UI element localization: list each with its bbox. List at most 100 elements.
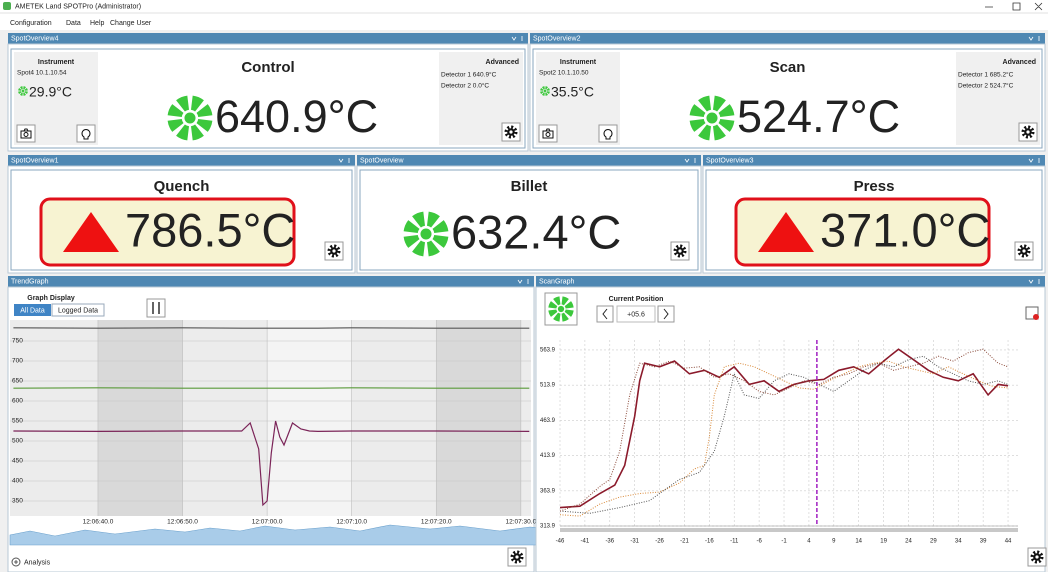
menu-item[interactable]: Help	[90, 20, 105, 27]
next-icon	[663, 308, 669, 320]
next-button[interactable]	[657, 305, 675, 323]
all-data-label: All Data	[20, 307, 45, 314]
x-tick-label: 12:06:50.0	[167, 519, 198, 526]
panel-pin	[517, 279, 529, 284]
x-tick-label: -41	[581, 539, 590, 545]
y-tick-label: 650	[12, 378, 23, 385]
light-button[interactable]	[76, 124, 96, 143]
gear-icon	[1030, 550, 1044, 564]
y-tick-label: 400	[12, 478, 23, 485]
y-tick-label: 750	[12, 338, 23, 345]
panel-pin	[1028, 279, 1040, 284]
gear-icon	[1017, 244, 1031, 258]
spot-temperature: 786.5°C	[125, 203, 295, 256]
instrument-label: Instrument	[560, 59, 597, 66]
x-tick-label: 44	[1005, 539, 1012, 545]
x-tick-label: -26	[655, 539, 664, 545]
bulb-icon	[603, 129, 613, 140]
plot-band	[267, 320, 352, 516]
x-tick-label: -31	[630, 539, 639, 545]
panel-title: SpotOverview	[360, 157, 405, 164]
light-button[interactable]	[598, 124, 618, 143]
x-tick-label: 19	[880, 539, 887, 545]
menu-item[interactable]: Data	[66, 20, 81, 27]
app-icon	[3, 2, 11, 10]
scroll-bar[interactable]	[560, 528, 1018, 532]
panel-header	[530, 33, 1045, 44]
y-tick-label: 350	[12, 498, 23, 505]
scan-line	[559, 348, 1009, 512]
x-tick-label: 12:07:00.0	[252, 519, 283, 526]
window-title: AMETEK Land SPOTPro (Administrator)	[15, 3, 141, 10]
panel-header	[8, 155, 355, 166]
x-tick-label: -46	[556, 539, 565, 545]
y-tick-label: 450	[12, 458, 23, 465]
x-tick-label: -1	[781, 539, 787, 545]
x-tick-label: 34	[955, 539, 962, 545]
camera-icon	[542, 128, 554, 139]
export-icon	[1033, 314, 1039, 320]
panel-title: SpotOverview4	[11, 35, 59, 42]
previous-button[interactable]	[596, 305, 614, 323]
gear-icon	[504, 125, 518, 139]
detector-reading: Detector 1 640.9°C	[441, 71, 497, 79]
gear-icon	[1022, 249, 1026, 253]
gear-icon	[332, 249, 336, 253]
alarm-triangle	[63, 212, 119, 252]
bulb-icon	[81, 129, 91, 140]
internal-temperature: 29.9°C	[29, 84, 72, 100]
window-controls	[985, 2, 1043, 11]
y-tick-label: 313.9	[540, 524, 556, 530]
panel-title: SpotOverview3	[706, 157, 754, 164]
y-tick-label: 363.9	[540, 488, 556, 494]
y-tick-label: 413.9	[540, 453, 556, 459]
x-tick-label: -11	[730, 539, 739, 545]
gear-icon	[510, 550, 524, 564]
menu-item[interactable]: Change User	[110, 20, 152, 27]
panel-pin	[511, 36, 523, 41]
panel-title: SpotOverview1	[11, 157, 59, 164]
spot-temperature: 640.9°C	[215, 91, 378, 142]
pause-button[interactable]	[146, 298, 166, 318]
x-tick-label: 9	[832, 539, 836, 545]
analysis-label: Analysis	[24, 559, 51, 566]
alarm-triangle	[758, 212, 814, 252]
gear-icon	[678, 249, 682, 253]
y-tick-label: 463.9	[540, 418, 556, 424]
spot-temperature: 524.7°C	[737, 91, 900, 142]
current-position-value: +05.6	[627, 311, 645, 318]
gear-icon	[1035, 555, 1039, 559]
panel-title: ScanGraph	[539, 278, 575, 285]
panel-header	[8, 33, 528, 44]
scan-line	[559, 355, 1009, 514]
graph-display-label: Graph Display	[27, 295, 75, 302]
detector-reading: Detector 2 524.7°C	[958, 82, 1014, 90]
spot-name: Scan	[770, 59, 806, 76]
logged-data-button[interactable]	[51, 303, 105, 317]
logged-data-label: Logged Data	[58, 307, 98, 314]
camera-button[interactable]	[538, 124, 558, 143]
panel-pin	[1028, 158, 1040, 163]
x-tick-label: -21	[680, 539, 689, 545]
plot-band	[97, 320, 183, 516]
spot-temperature: 371.0°C	[820, 203, 990, 256]
camera-button[interactable]	[16, 124, 36, 143]
instrument-label: Instrument	[38, 59, 75, 66]
gear-icon	[509, 130, 513, 134]
gear-icon	[327, 244, 341, 258]
x-tick-label: 12:07:30.0	[505, 519, 536, 526]
previous-icon	[602, 308, 608, 320]
all-data-button[interactable]	[14, 304, 51, 316]
menu-item[interactable]: Configuration	[10, 20, 52, 27]
gear-icon	[1021, 125, 1035, 139]
panel-pin	[684, 158, 696, 163]
spot-name: Press	[854, 178, 895, 195]
panel-header	[357, 155, 701, 166]
gear-icon	[515, 555, 519, 559]
panel-body	[535, 286, 1046, 572]
x-tick-label: -36	[605, 539, 614, 545]
panel-pin	[1028, 36, 1040, 41]
x-tick-label: -16	[705, 539, 714, 545]
